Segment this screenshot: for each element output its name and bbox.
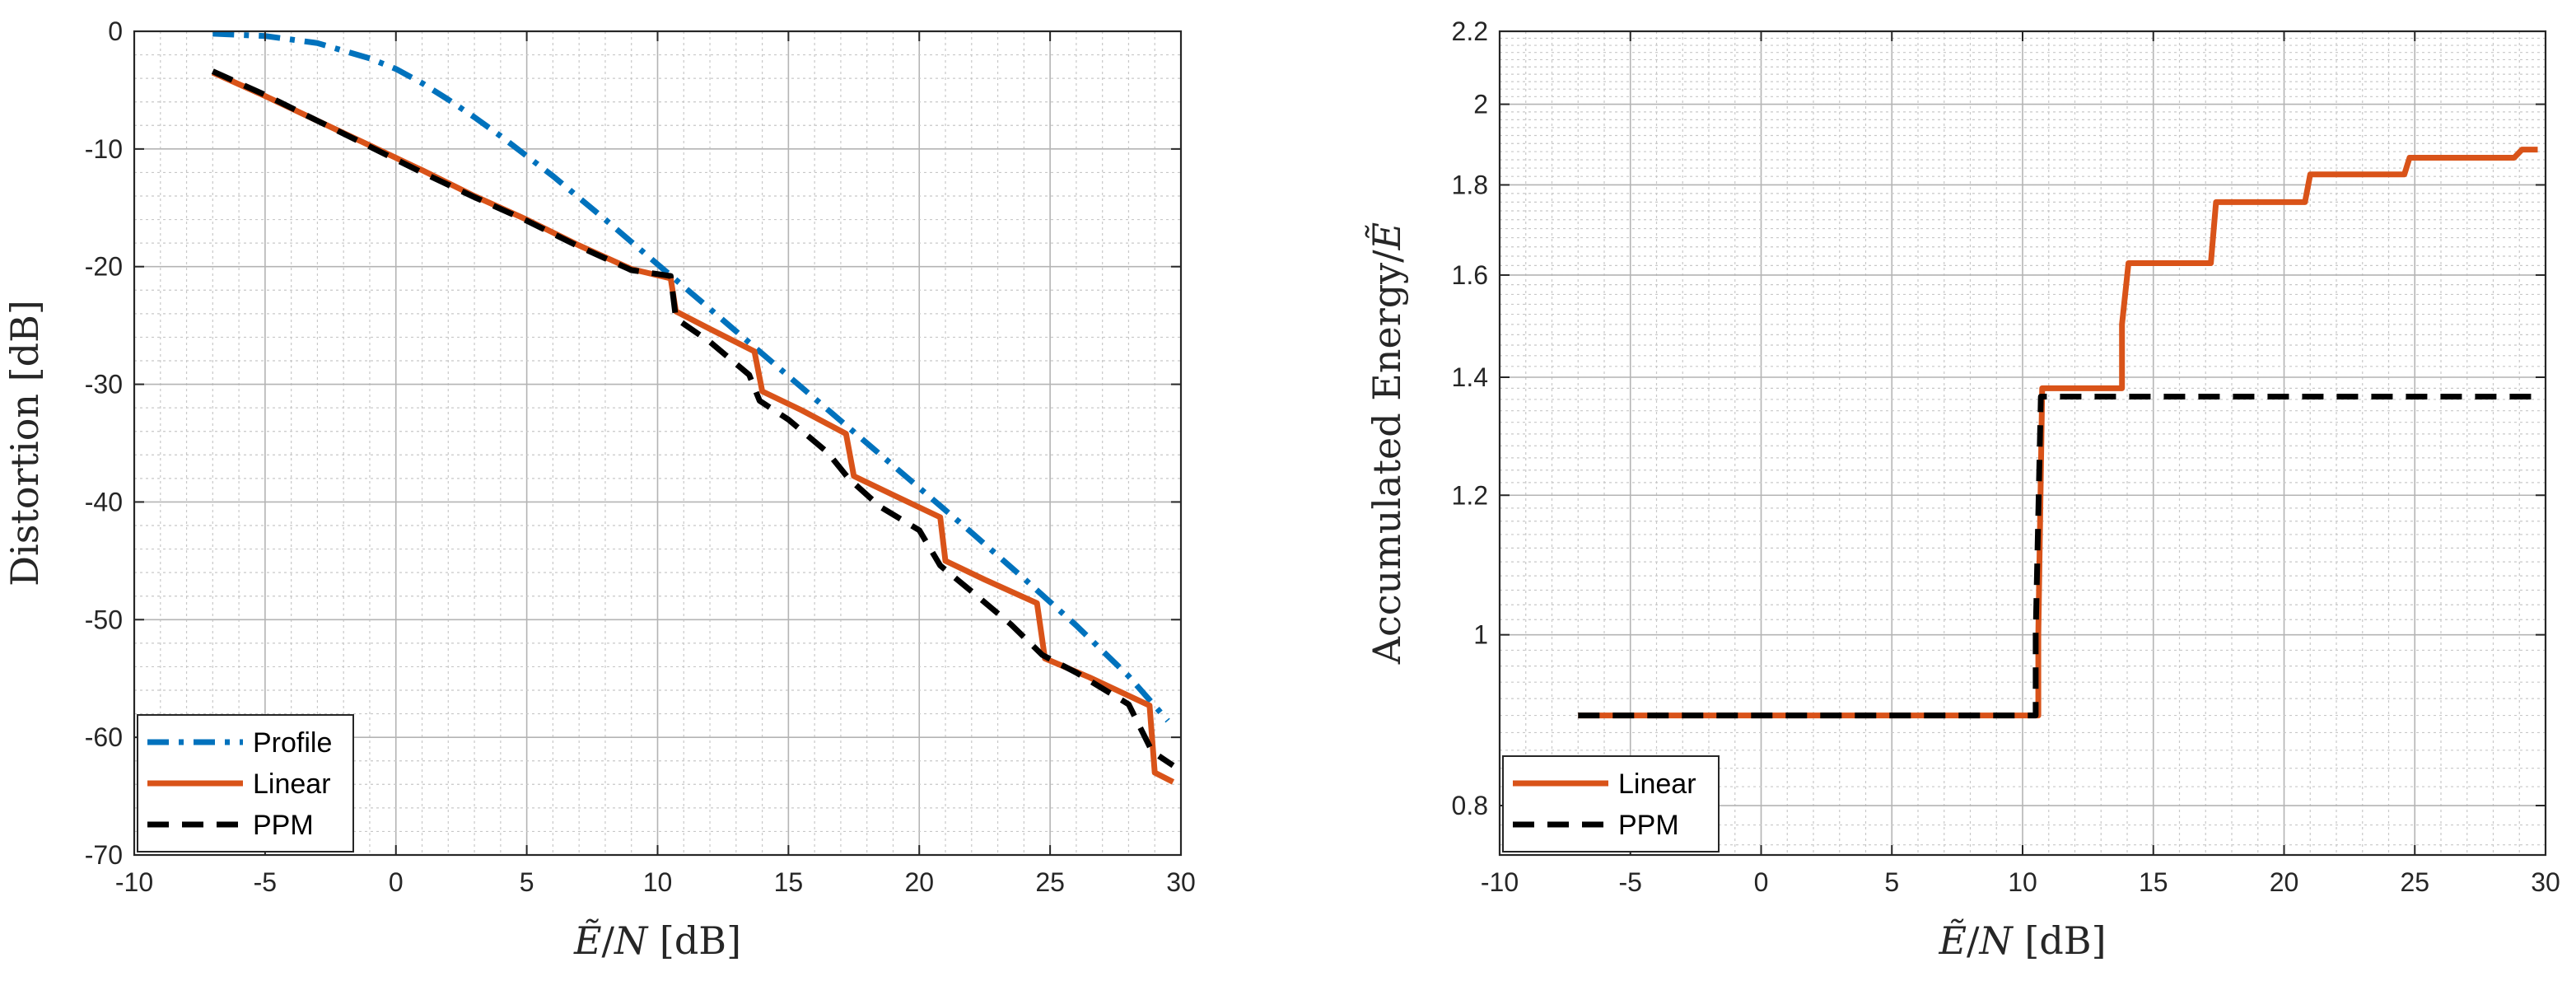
x-tick-label: 15 [774,867,804,897]
y-tick-label: 1.6 [1452,260,1488,290]
y-axis-label: Accumulated Energy/Ẽ [1365,222,1409,665]
x-tick-label: 0 [389,867,404,897]
x-tick-label: 25 [2400,867,2429,897]
legend-label-linear: Linear [253,768,331,800]
x-tick-label: -5 [254,867,277,897]
y-tick-label: 2.2 [1452,16,1488,46]
legend: Linear PPM [1503,756,1719,852]
x-tick-label: 20 [2270,867,2299,897]
y-tick-label: 1.8 [1452,170,1488,199]
y-tick-label: 2 [1473,90,1488,119]
x-tick-label: 15 [2139,867,2168,897]
y-tick-label: 0 [108,16,123,46]
x-tick-label: -10 [115,867,153,897]
x-tick-label: 25 [1035,867,1065,897]
y-tick-label: -50 [85,605,123,634]
x-tick-label: 10 [2008,867,2037,897]
legend-label-profile: Profile [253,727,332,759]
x-tick-label: 30 [2531,867,2560,897]
y-axis-label: Distortion [dB] [2,300,47,586]
y-tick-label: -30 [85,370,123,399]
y-tick-label: -60 [85,722,123,752]
y-tick-label: 1 [1473,620,1488,650]
x-axis-label: Ẽ/N [dB] [1938,918,2106,963]
x-tick-label: 30 [1166,867,1196,897]
x-tick-label: -5 [1619,867,1642,897]
legend-label-ppm: PPM [253,810,314,841]
x-tick-label: 20 [904,867,934,897]
figure-canvas: -10 -5 0 5 10 15 20 25 300-10-20-30-40-50-60-70Ẽ… [0,0,2576,981]
y-tick-label: -20 [85,252,123,282]
legend: Profile Linear PPM [138,715,353,852]
x-tick-label: 10 [643,867,673,897]
y-tick-label: -10 [85,134,123,164]
legend-label-linear: Linear [1618,768,1696,800]
y-tick-label: 1.4 [1452,362,1488,392]
y-tick-label: -40 [85,487,123,516]
grid [1500,31,2546,855]
legend-label-ppm: PPM [1618,810,1679,841]
energy-chart: -10 -5 0 5 10 15 20 25 30 0.8 1 1.2 1.4 1.6 1.8 2 2.2 Ẽ/N… [1365,16,2560,963]
x-tick-label: -10 [1481,867,1519,897]
x-tick-label: 0 [1754,867,1769,897]
y-tick-label: 0.8 [1452,791,1488,820]
y-tick-label: -70 [85,840,123,870]
distortion-chart: -10 -5 0 5 10 15 20 25 300-10-20-30-40-50-60-70Ẽ… [2,16,1196,963]
x-axis-label: Ẽ/N [dB] [573,918,741,963]
x-tick-label: 5 [1884,867,1899,897]
y-tick-label: 1.2 [1452,480,1488,510]
x-tick-label: 5 [520,867,534,897]
